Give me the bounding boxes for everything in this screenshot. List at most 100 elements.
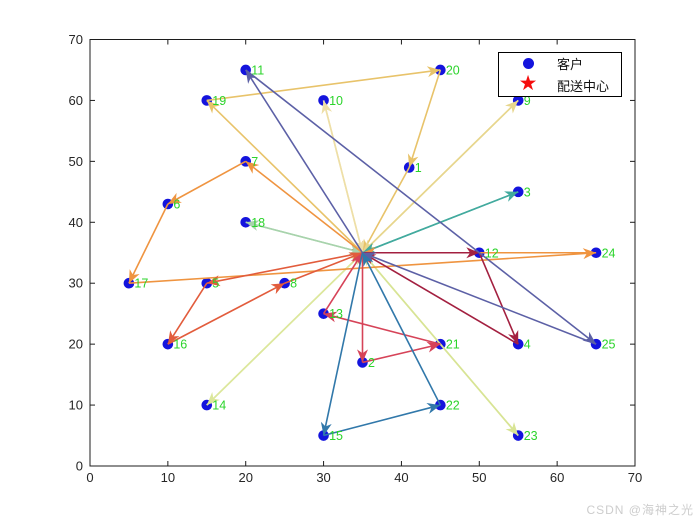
legend-depot-label: 配送中心 (557, 78, 610, 94)
route-leg (245, 221, 363, 254)
route-leg (323, 312, 441, 345)
x-tick-label: 50 (472, 470, 486, 485)
route-arrowhead (426, 403, 441, 414)
route-arrowhead (466, 247, 480, 259)
customer-label: 3 (524, 185, 531, 199)
route-leg (322, 252, 364, 436)
route-leg (322, 100, 364, 253)
customer-label: 14 (212, 399, 226, 413)
route-arrowhead (167, 330, 180, 345)
customer-label: 18 (251, 216, 265, 230)
route-leg (284, 252, 363, 284)
route-arrowhead (362, 252, 377, 263)
customer-label: 6 (173, 198, 180, 212)
route-leg (362, 252, 519, 345)
customer-label: 16 (173, 338, 187, 352)
route-arrowhead (348, 252, 363, 263)
y-tick-label: 30 (69, 276, 83, 291)
route-arrowhead (354, 238, 365, 253)
x-tick-label: 70 (628, 470, 642, 485)
y-tick-label: 60 (69, 93, 83, 108)
customer-label: 9 (524, 94, 531, 108)
customer-label: 8 (290, 277, 297, 291)
customer-label: 1 (415, 161, 422, 175)
route-arrowhead (348, 244, 363, 255)
y-tick-label: 0 (76, 459, 83, 474)
route-leg (167, 160, 247, 205)
customer-label: 23 (524, 429, 538, 443)
route-arrowhead (128, 269, 140, 284)
x-tick-label: 10 (161, 470, 175, 485)
legend-customer-label: 客户 (557, 57, 584, 73)
route-leg (322, 252, 364, 315)
route-arrowhead (426, 66, 441, 78)
route-leg (206, 251, 363, 284)
route-leg (478, 252, 519, 345)
route-arrowhead (362, 252, 374, 267)
customer-point (357, 357, 368, 368)
x-tick-label: 60 (550, 470, 564, 485)
route-leg (167, 282, 286, 345)
depot-star-icon: ★ (518, 72, 538, 96)
route-arrowhead (582, 248, 597, 260)
route-leg (361, 99, 519, 254)
y-tick-label: 10 (69, 398, 83, 413)
route-arrowhead (323, 311, 338, 323)
customer-label: 15 (329, 429, 343, 443)
legend-item-depot: ★ 配送中心 (499, 72, 621, 96)
route-leg (361, 167, 410, 254)
customer-label: 25 (602, 338, 616, 352)
route-arrowhead (245, 161, 260, 174)
route-leg (245, 160, 363, 254)
route-arrowhead (357, 349, 368, 363)
customer-point (435, 399, 446, 411)
legend: 客户 ★ 配送中心 (498, 52, 622, 97)
customer-label: 22 (446, 399, 460, 413)
customer-label: 24 (602, 246, 616, 260)
route-arrowhead (426, 341, 441, 353)
route-arrowhead (167, 192, 182, 204)
route-arrowhead (362, 242, 377, 254)
y-tick-label: 70 (69, 32, 83, 47)
customer-label: 5 (212, 277, 219, 291)
route-leg (128, 203, 169, 284)
x-tick-label: 30 (316, 470, 330, 485)
y-tick-label: 20 (69, 337, 83, 352)
customer-dot-icon (499, 58, 557, 70)
route-arrowhead (270, 283, 285, 295)
route-arrowhead (206, 275, 221, 287)
customer-label: 10 (329, 94, 343, 108)
watermark: CSDN @海神之光 (586, 503, 694, 517)
route-arrowhead (245, 70, 258, 84)
y-tick-label: 50 (69, 154, 83, 169)
customer-label: 21 (446, 338, 460, 352)
customer-label: 19 (212, 94, 226, 108)
route-arrowhead (407, 153, 419, 168)
customer-label: 11 (251, 63, 264, 77)
customer-label: 4 (524, 338, 531, 352)
route-leg (245, 69, 364, 254)
legend-item-customer: 客户 (499, 53, 621, 74)
route-leg (408, 69, 442, 168)
customer-label: 2 (368, 356, 375, 370)
route-leg (361, 252, 442, 406)
x-tick-label: 40 (394, 470, 408, 485)
route-leg (245, 69, 597, 345)
route-arrowhead (362, 239, 376, 253)
route-leg (323, 404, 441, 437)
route-leg (206, 252, 364, 406)
route-leg (167, 282, 208, 345)
customer-label: 17 (134, 277, 148, 291)
customer-label: 12 (485, 246, 499, 260)
customer-label: 13 (329, 307, 343, 321)
route-arrowhead (320, 421, 332, 436)
route-leg (206, 99, 364, 254)
customer-label: 7 (251, 155, 258, 169)
y-tick-label: 40 (69, 215, 83, 230)
route-arrowhead (508, 330, 519, 345)
route-arrowhead (206, 100, 220, 114)
route-arrowhead (582, 331, 597, 345)
route-leg (206, 69, 441, 102)
customer-point (435, 64, 446, 76)
